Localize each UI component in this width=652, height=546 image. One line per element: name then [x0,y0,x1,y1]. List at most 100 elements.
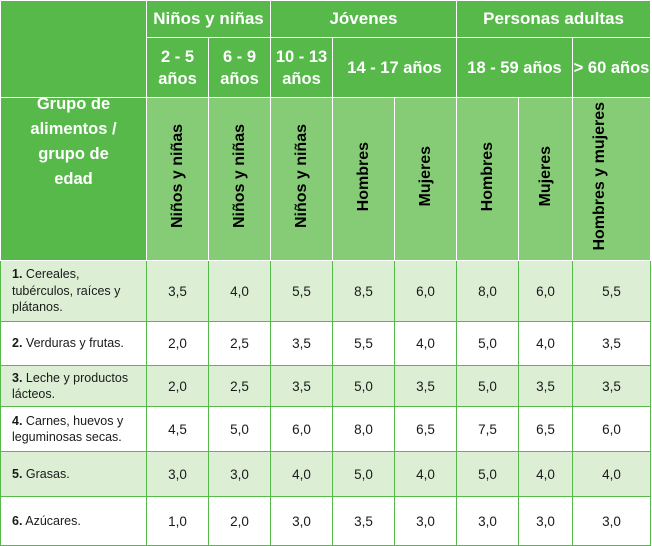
portion-value-cell: 1,0 [146,496,209,546]
subgroup-label: Niños y niñas [230,124,248,229]
portion-value-cell: 6,5 [394,406,457,452]
portion-value-cell: 6,5 [518,406,573,452]
portion-value-cell: 6,0 [571,406,652,452]
food-group-number: 4. [12,413,23,428]
portion-value-cell: 5,0 [456,321,519,366]
portion-value-cell: 5,0 [332,451,395,497]
table-row: 3. Leche y productos lácteos. 2,0 2,5 3,5 5,… [0,365,652,407]
portion-value-cell: 2,0 [146,365,209,407]
portion-value-cell: 2,0 [146,321,209,366]
subgroup-label: Hombres y mujeres [590,102,608,251]
range-header-6-9: 6 - 9 años [208,37,271,98]
subgroup-label: Mujeres [416,146,434,207]
portion-value-cell: 8,0 [456,260,519,322]
range-header-10-13: 10 - 13 años [270,37,333,98]
food-group-label: Leche y productos lácteos. [12,370,129,402]
portion-value-cell: 4,0 [208,260,271,322]
subgroup-label: Hombres [354,141,372,212]
subgroup-header: Mujeres [518,97,573,261]
portion-value-cell: 3,0 [456,496,519,546]
portion-value-cell: 5,0 [208,406,271,452]
corner-header-top [0,0,147,98]
table-row: 5. Grasas. 3,0 3,0 4,0 5,0 4,0 5,0 4,0 4,0 [0,451,652,497]
portion-value-cell: 3,0 [146,451,209,497]
range-header-18-59: 18 - 59 años [456,37,573,98]
portion-value-cell: 2,0 [208,496,271,546]
portion-value-cell: 2,5 [208,321,271,366]
group-header-adults: Personas adultas [455,0,652,38]
subgroup-header: Hombres [456,97,519,261]
table-row: 4. Carnes, huevos y leguminosas secas. 4,… [0,406,652,452]
portion-value-cell: 3,5 [270,321,333,366]
food-group-cell: 2. Verduras y frutas. [0,321,147,366]
food-group-cell: 1. Cereales, tubérculos, raíces y plátan… [0,260,147,322]
portion-value-cell: 3,5 [332,496,395,546]
portion-value-cell: 3,5 [394,365,457,407]
subgroup-label: Mujeres [536,146,554,207]
food-group-label: Carnes, huevos y leguminosas secas. [12,413,124,445]
portion-value-cell: 6,0 [518,260,573,322]
table-body: 1. Cereales, tubérculos, raíces y plátan… [0,260,652,546]
portion-value-cell: 3,0 [571,496,652,546]
portion-value-cell: 5,0 [332,365,395,407]
food-group-number: 2. [12,336,23,351]
portion-value-cell: 4,0 [394,451,457,497]
food-group-cell: 5. Grasas. [0,451,147,497]
subgroup-header: Hombres y mujeres [571,97,652,261]
portion-value-cell: 8,5 [332,260,395,322]
subgroup-header: Mujeres [394,97,457,261]
range-header-2-5: 2 - 5 años [146,37,209,98]
portion-value-cell: 3,5 [571,365,652,407]
group-header-children: Niños y niñas [146,0,271,38]
portion-value-cell: 3,5 [146,260,209,322]
portion-value-cell: 5,5 [571,260,652,322]
subgroup-label: Niños y niñas [168,124,186,229]
food-group-cell: 6. Azúcares. [0,496,147,546]
portion-value-cell: 3,0 [518,496,573,546]
subgroup-label: Hombres [478,141,496,212]
portion-value-cell: 5,5 [270,260,333,322]
portion-value-cell: 4,0 [394,321,457,366]
subgroup-label: Niños y niñas [292,124,310,229]
group-header-youth: Jóvenes [270,0,457,38]
portion-value-cell: 3,0 [208,451,271,497]
food-group-number: 1. [12,267,23,282]
portion-value-cell: 3,0 [394,496,457,546]
portion-value-cell: 5,0 [456,365,519,407]
portion-value-cell: 4,0 [518,321,573,366]
portion-value-cell: 7,5 [456,406,519,452]
portion-value-cell: 6,0 [270,406,333,452]
portion-value-cell: 8,0 [332,406,395,452]
food-group-label: Grasas. [25,466,70,481]
portion-value-cell: 3,5 [518,365,573,407]
subgroup-header: Niños y niñas [146,97,209,261]
subgroup-header: Niños y niñas [270,97,333,261]
food-group-cell: 3. Leche y productos lácteos. [0,365,147,407]
food-group-label: Azúcares. [25,513,81,528]
portion-value-cell: 4,0 [571,451,652,497]
corner-label: Grupo de alimentos / grupo de edad [30,94,117,188]
table-row: 6. Azúcares. 1,0 2,0 3,0 3,5 3,0 3,0 3,0 3,0 [0,496,652,546]
corner-header: Grupo de alimentos / grupo de edad [0,95,147,261]
food-group-number: 3. [12,370,23,385]
portion-value-cell: 3,0 [270,496,333,546]
food-group-cell: 4. Carnes, huevos y leguminosas secas. [0,406,147,452]
portion-value-cell: 2,5 [208,365,271,407]
portion-value-cell: 5,5 [332,321,395,366]
food-group-label: Verduras y frutas. [25,336,124,351]
subgroup-header: Hombres [332,97,395,261]
portion-value-cell: 6,0 [394,260,457,322]
portion-value-cell: 4,5 [146,406,209,452]
range-header-14-17: 14 - 17 años [332,37,457,98]
portion-value-cell: 3,5 [571,321,652,366]
range-header-60-plus: > 60 años [571,37,652,98]
food-group-number: 5. [12,466,23,481]
table-row: 1. Cereales, tubérculos, raíces y plátan… [0,260,652,322]
table-row: 2. Verduras y frutas. 2,0 2,5 3,5 5,5 4,0 5,0 4… [0,321,652,366]
subgroup-header: Niños y niñas [208,97,271,261]
portion-value-cell: 5,0 [456,451,519,497]
food-group-number: 6. [12,513,23,528]
food-group-label: Cereales, tubérculos, raíces y plátanos. [12,267,121,315]
portion-value-cell: 3,5 [270,365,333,407]
